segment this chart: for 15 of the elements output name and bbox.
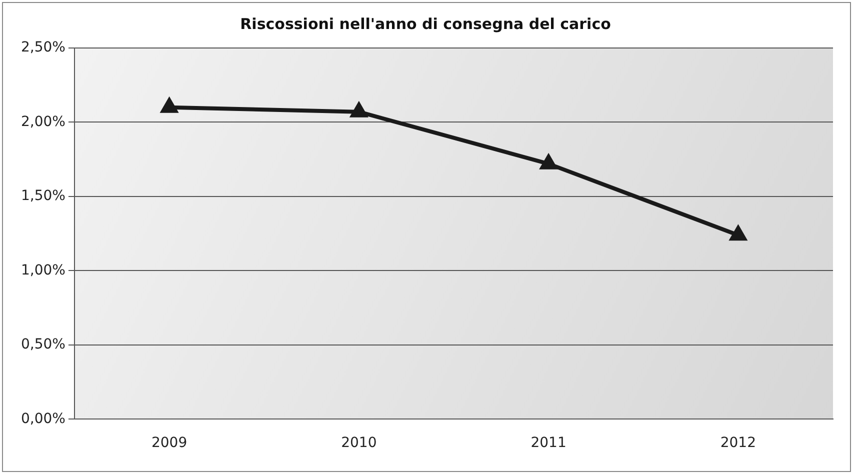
x-tick-label: 2011: [530, 435, 566, 452]
point: [730, 226, 746, 241]
x-tick-label: 2009: [151, 435, 188, 452]
y-tick-label: 0,50%: [20, 336, 66, 353]
x-tick-label: 2012: [720, 435, 756, 452]
y-tick-label: 0,00%: [20, 410, 66, 427]
chart-title: Riscossioni nell'anno di consegna del carico: [240, 14, 611, 33]
y-tick-label: 2,50%: [20, 40, 66, 56]
point: [161, 98, 178, 113]
point: [540, 154, 557, 170]
point: [350, 102, 367, 118]
y-tick-label: 1,50%: [20, 188, 66, 204]
y-tick-label: 2,00%: [20, 114, 66, 130]
y-tick-label: 1,00%: [20, 262, 66, 278]
x-tick-label: 2010: [341, 435, 377, 452]
